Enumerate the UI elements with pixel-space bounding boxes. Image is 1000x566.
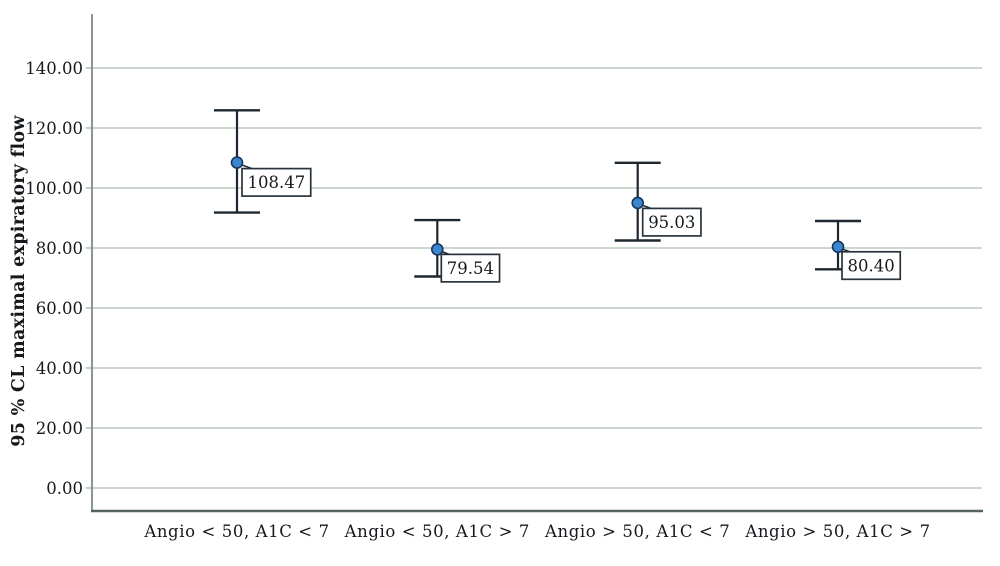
y-tick-label: 140.00 — [25, 59, 83, 78]
x-category-label: Angio > 50, A1C > 7 — [744, 522, 930, 541]
value-label: 95.03 — [648, 213, 695, 232]
value-label: 79.54 — [447, 259, 494, 278]
value-label-box — [641, 207, 702, 237]
value-label-box — [841, 250, 902, 281]
value-label-box — [241, 167, 312, 197]
mean-point — [631, 196, 645, 210]
y-tick-label: 80.00 — [36, 239, 83, 258]
y-axis-title: 95 % CL maximal expiratory flow — [9, 115, 29, 447]
value-label-box — [440, 253, 501, 283]
mean-point — [831, 240, 845, 254]
value-label: 80.40 — [848, 256, 895, 275]
y-tick-label: 100.00 — [25, 179, 83, 198]
y-tick-label: 20.00 — [36, 419, 83, 438]
y-tick-label: 120.00 — [25, 119, 83, 138]
y-tick-label: 60.00 — [36, 299, 83, 318]
y-tick-label: 40.00 — [36, 359, 83, 378]
value-label: 108.47 — [248, 173, 306, 192]
x-category-label: Angio < 50, A1C > 7 — [344, 522, 530, 541]
x-category-label: Angio < 50, A1C < 7 — [143, 522, 329, 541]
y-tick-label: 0.00 — [46, 479, 83, 498]
x-category-label: Angio > 50, A1C < 7 — [544, 522, 730, 541]
mean-point — [230, 156, 244, 169]
mean-point — [430, 243, 444, 256]
